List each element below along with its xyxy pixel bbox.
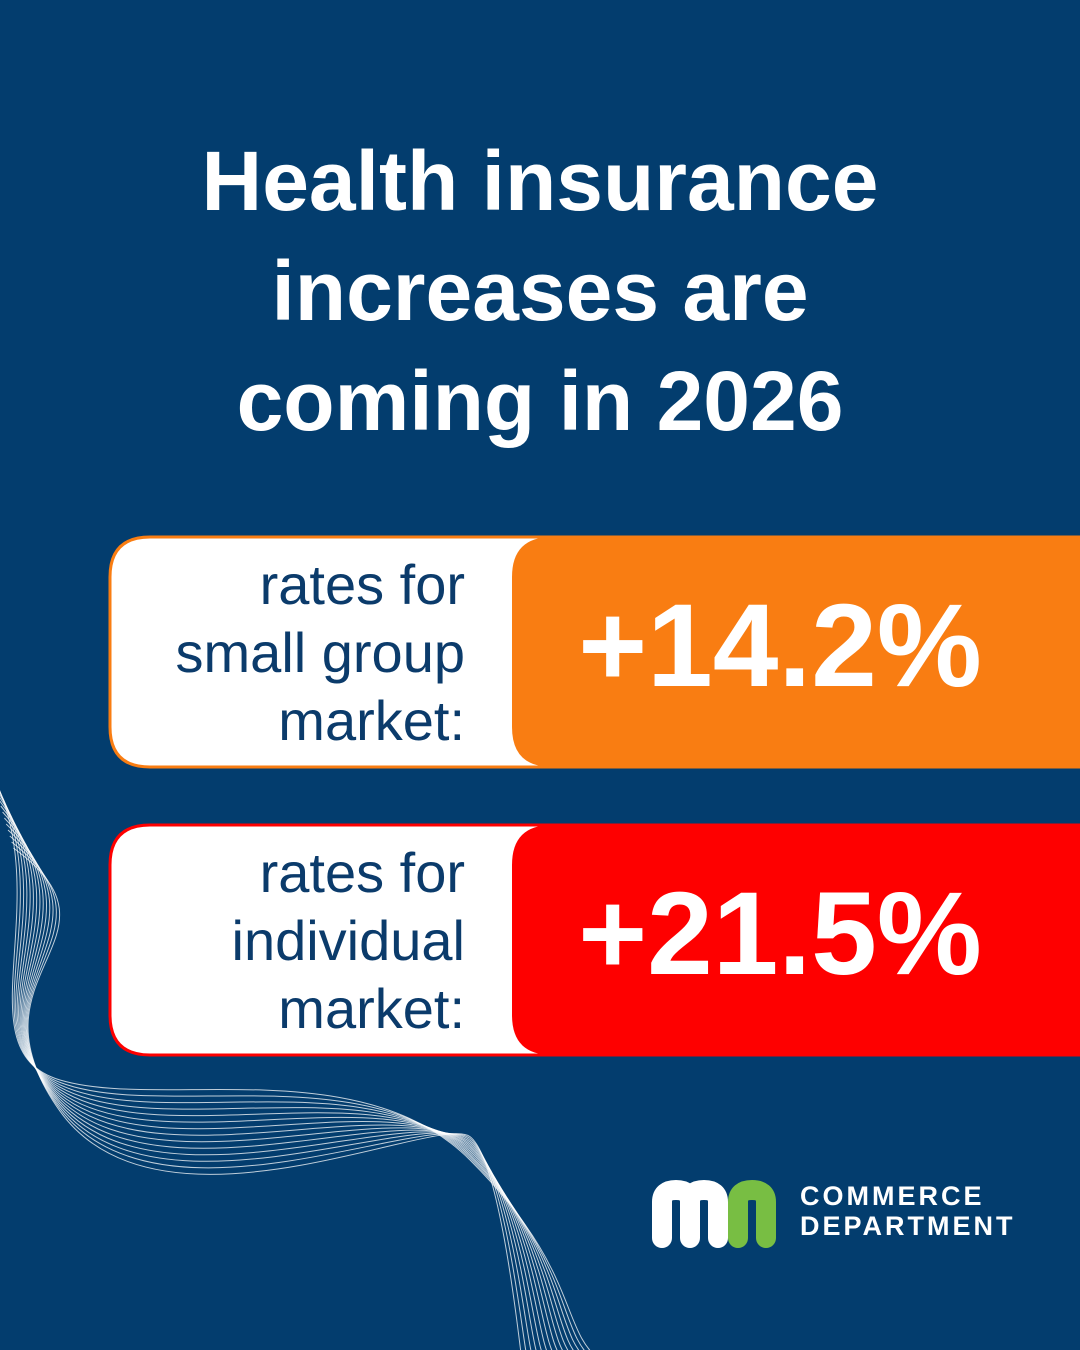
card-label-line: rates for [260, 553, 465, 616]
wave-line [7, 829, 537, 1350]
decorative-waves [0, 790, 591, 1350]
wave-line [0, 792, 580, 1350]
card-label-line: individual [232, 909, 466, 972]
card-label-line: market: [278, 689, 465, 752]
logo-n [728, 1179, 776, 1248]
card-label-line: rates for [260, 841, 465, 904]
title-line: increases are [271, 244, 808, 338]
card-value: +14.2% [578, 580, 982, 712]
logo-mark [652, 1179, 776, 1248]
wave-line [4, 817, 547, 1350]
wave-line [9, 835, 532, 1350]
wave-line [0, 790, 591, 1350]
logo-m [652, 1179, 728, 1248]
card-label-line: small group [176, 621, 465, 684]
wave-line [5, 823, 542, 1350]
logo-text: DEPARTMENT [800, 1211, 1016, 1241]
wave-line [0, 790, 585, 1350]
wave-line [0, 805, 558, 1350]
wave-line [0, 797, 569, 1350]
card-label-line: market: [278, 977, 465, 1040]
wave-line [11, 841, 527, 1350]
card-value-panel [512, 825, 1080, 1055]
logo-text: COMMERCE [800, 1181, 985, 1211]
title-line: Health insurance [202, 134, 879, 228]
card-value: +21.5% [578, 868, 982, 1000]
title-line: coming in 2026 [237, 354, 844, 448]
wave-line [0, 800, 563, 1350]
wave-line [2, 811, 553, 1350]
card-value-panel [512, 537, 1080, 767]
wave-line [13, 847, 522, 1350]
wave-line [0, 794, 574, 1350]
